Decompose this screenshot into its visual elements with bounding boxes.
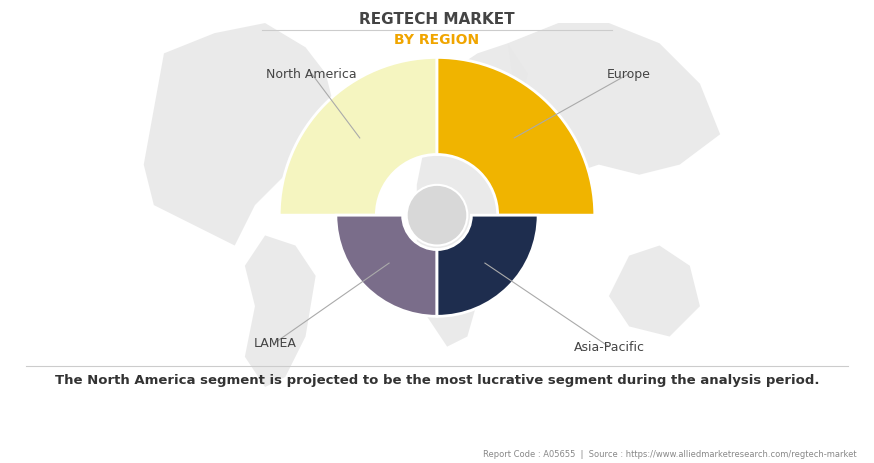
Wedge shape (437, 216, 538, 317)
Wedge shape (279, 58, 437, 216)
Text: REGTECH MARKET: REGTECH MARKET (359, 12, 515, 26)
Circle shape (406, 186, 468, 246)
Text: BY REGION: BY REGION (394, 33, 480, 47)
Polygon shape (245, 236, 316, 387)
Wedge shape (437, 58, 595, 216)
Text: Asia-Pacific: Asia-Pacific (573, 340, 644, 353)
Polygon shape (609, 246, 700, 337)
Text: Report Code : A05655  |  Source : https://www.alliedmarketresearch.com/regtech-m: Report Code : A05655 | Source : https://… (483, 450, 857, 458)
Polygon shape (508, 24, 720, 175)
Text: Europe: Europe (607, 68, 651, 81)
Text: The North America segment is projected to be the most lucrative segment during t: The North America segment is projected t… (55, 373, 819, 386)
Wedge shape (336, 216, 437, 317)
Text: LAMEA: LAMEA (253, 337, 296, 350)
Polygon shape (417, 44, 528, 135)
Polygon shape (143, 24, 336, 246)
Text: North America: North America (267, 68, 357, 81)
Polygon shape (417, 125, 508, 347)
